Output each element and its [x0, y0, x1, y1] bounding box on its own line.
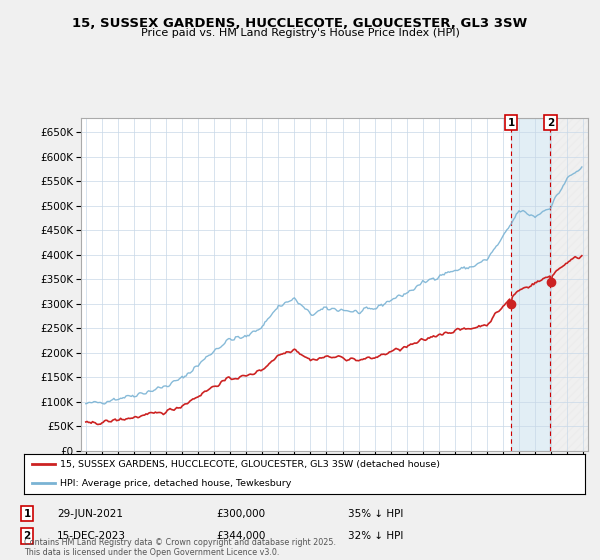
Bar	[511, 118, 550, 451]
Text: 35% ↓ HPI: 35% ↓ HPI	[348, 508, 403, 519]
Bar	[550, 118, 588, 451]
Text: 2: 2	[23, 531, 31, 541]
Bar	[550, 118, 588, 451]
Text: Contains HM Land Registry data © Crown copyright and database right 2025.
This d: Contains HM Land Registry data © Crown c…	[24, 538, 336, 557]
Text: £300,000: £300,000	[216, 508, 265, 519]
Text: HPI: Average price, detached house, Tewkesbury: HPI: Average price, detached house, Tewk…	[61, 479, 292, 488]
Text: 1: 1	[508, 118, 515, 128]
Text: 1: 1	[23, 508, 31, 519]
Text: 29-JUN-2021: 29-JUN-2021	[57, 508, 123, 519]
Text: 32% ↓ HPI: 32% ↓ HPI	[348, 531, 403, 541]
Text: 15-DEC-2023: 15-DEC-2023	[57, 531, 126, 541]
Text: Price paid vs. HM Land Registry's House Price Index (HPI): Price paid vs. HM Land Registry's House …	[140, 28, 460, 38]
Text: 15, SUSSEX GARDENS, HUCCLECOTE, GLOUCESTER, GL3 3SW: 15, SUSSEX GARDENS, HUCCLECOTE, GLOUCEST…	[73, 17, 527, 30]
Text: 15, SUSSEX GARDENS, HUCCLECOTE, GLOUCESTER, GL3 3SW (detached house): 15, SUSSEX GARDENS, HUCCLECOTE, GLOUCEST…	[61, 460, 440, 469]
Text: £344,000: £344,000	[216, 531, 265, 541]
Text: 2: 2	[547, 118, 554, 128]
